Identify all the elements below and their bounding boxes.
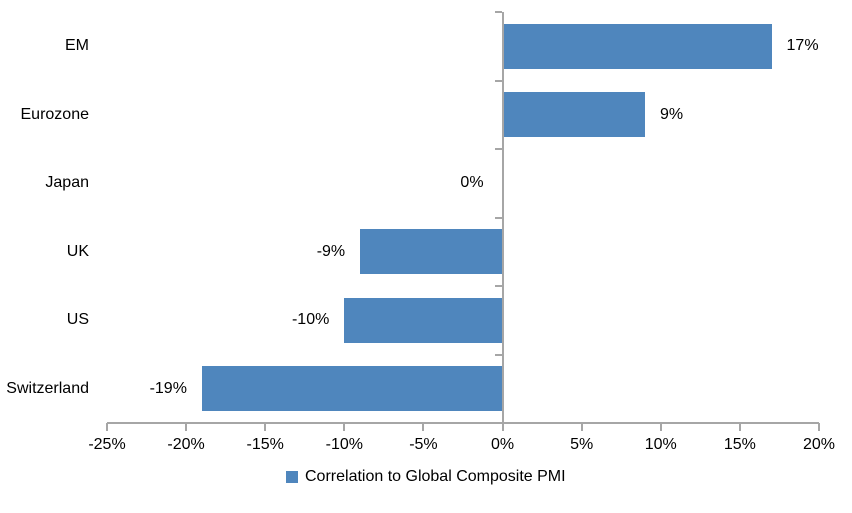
value-axis-tick xyxy=(422,423,425,431)
value-axis-tick-label: 20% xyxy=(802,436,836,453)
value-axis-tick-label: 0% xyxy=(490,436,515,453)
value-axis-tick-label: -15% xyxy=(246,436,284,453)
value-label: 17% xyxy=(786,37,819,55)
value-axis-tick-label: 15% xyxy=(723,436,756,453)
value-label: -19% xyxy=(149,379,187,397)
value-axis-tick xyxy=(818,423,820,431)
value-axis-tick xyxy=(738,423,741,431)
value-axis-tick xyxy=(501,423,504,431)
legend: Correlation to Global Composite PMI xyxy=(286,468,566,486)
value-axis-tick-label: 5% xyxy=(570,436,594,453)
bar-em xyxy=(502,23,772,69)
value-axis-tick-label: -20% xyxy=(167,436,205,453)
legend-label: Correlation to Global Composite PMI xyxy=(305,468,566,485)
value-axis-tick xyxy=(580,423,583,431)
value-axis-tick xyxy=(659,423,662,431)
value-axis-tick xyxy=(185,423,188,431)
value-axis-tick xyxy=(106,423,108,431)
legend-swatch-icon xyxy=(286,471,298,483)
category-axis-tick xyxy=(494,148,502,150)
category-label: Japan xyxy=(45,174,89,192)
value-axis-tick-label: 10% xyxy=(644,436,677,453)
bar-eurozone xyxy=(502,92,645,138)
value-label: -9% xyxy=(316,242,346,260)
category-label: UK xyxy=(66,242,89,260)
bar-us xyxy=(344,297,503,343)
value-label: 9% xyxy=(659,105,684,123)
category-label: Switzerland xyxy=(6,379,89,397)
bar-uk xyxy=(360,229,503,275)
value-label: 0% xyxy=(460,174,484,192)
category-axis-tick xyxy=(494,353,502,356)
value-axis-line xyxy=(107,422,819,424)
bar-switzerland xyxy=(201,366,503,412)
category-axis-tick xyxy=(494,285,502,287)
category-label: EM xyxy=(65,37,89,55)
category-axis-tick xyxy=(494,79,502,82)
value-axis-tick-label: -10% xyxy=(325,436,363,453)
category-label: Eurozone xyxy=(20,105,90,123)
category-axis-tick xyxy=(494,216,502,219)
category-axis-tick xyxy=(494,11,502,13)
value-axis-tick xyxy=(264,423,267,431)
value-axis-tick-label: -5% xyxy=(409,436,438,453)
value-label: -10% xyxy=(291,311,330,329)
value-axis-tick-label: -25% xyxy=(88,436,126,453)
category-axis-line xyxy=(501,12,504,423)
value-axis-tick xyxy=(343,423,346,431)
category-label: US xyxy=(66,311,89,329)
